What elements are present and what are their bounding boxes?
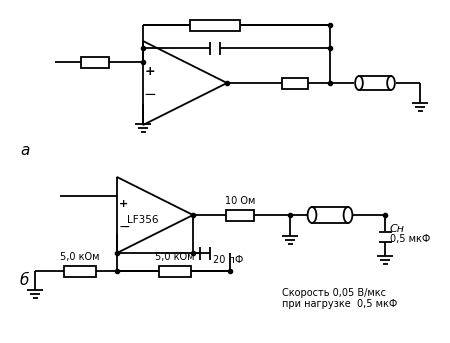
Text: 20 пФ: 20 пФ: [213, 255, 243, 265]
Text: −: −: [118, 220, 130, 233]
Ellipse shape: [344, 207, 352, 223]
FancyBboxPatch shape: [359, 76, 391, 90]
Bar: [282, 78, 308, 88]
Text: LF356: LF356: [127, 215, 158, 225]
Bar: [190, 20, 240, 31]
Text: а: а: [20, 143, 29, 158]
Text: +: +: [119, 199, 129, 209]
Text: Сн: Сн: [390, 224, 405, 234]
Text: 5,0 кОм: 5,0 кОм: [155, 252, 195, 262]
Text: 10 Ом: 10 Ом: [225, 196, 255, 206]
Bar: [226, 210, 254, 221]
Text: 5,0 кОм: 5,0 кОм: [60, 252, 100, 262]
Text: Скорость 0,05 В/мкс: Скорость 0,05 В/мкс: [282, 288, 386, 298]
Text: при нагрузке  0,5 мкФ: при нагрузке 0,5 мкФ: [282, 299, 397, 309]
Ellipse shape: [387, 76, 395, 90]
Bar: [81, 57, 109, 68]
Ellipse shape: [355, 76, 363, 90]
Text: +: +: [145, 65, 155, 78]
FancyBboxPatch shape: [312, 207, 348, 223]
Text: −: −: [144, 87, 157, 102]
Text: б: б: [20, 273, 29, 288]
Ellipse shape: [308, 207, 316, 223]
Text: 0,5 мкФ: 0,5 мкФ: [390, 234, 430, 244]
Bar: [159, 265, 191, 276]
Bar: [64, 265, 96, 276]
